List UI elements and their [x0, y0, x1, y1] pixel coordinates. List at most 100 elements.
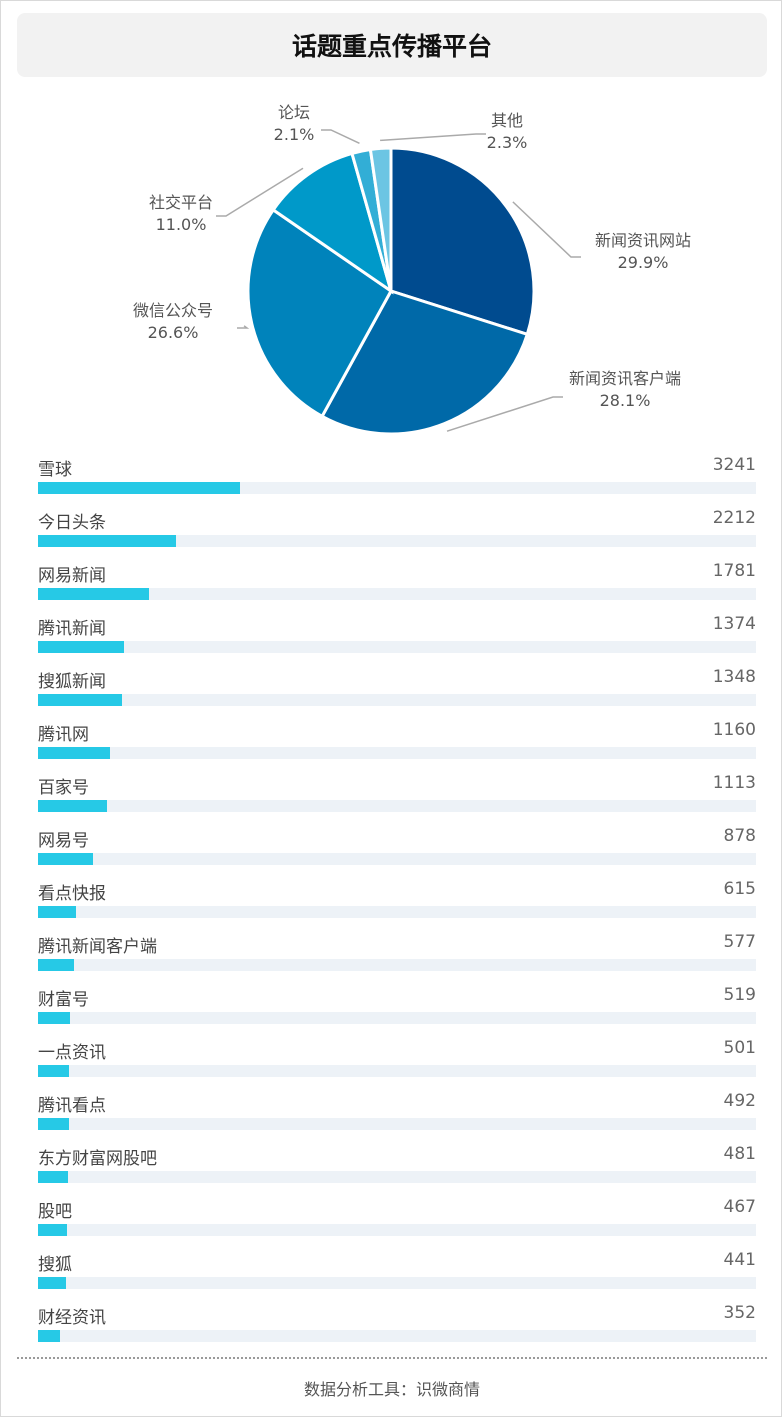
bar-track — [38, 747, 756, 759]
bar-value-label: 1113 — [712, 773, 756, 793]
bar-value-label: 3241 — [712, 455, 756, 475]
bar-category-label: 东方财富网股吧 — [38, 1149, 157, 1169]
bar-fill — [38, 1118, 69, 1130]
bar-value-label: 577 — [723, 932, 756, 952]
bar-track — [38, 959, 756, 971]
bar-fill — [38, 694, 123, 706]
bar-category-label: 搜狐 — [38, 1255, 72, 1275]
bar-fill — [38, 641, 124, 653]
bar-row: 网易新闻 1781 — [38, 557, 756, 610]
bar-category-label: 腾讯新闻 — [38, 619, 106, 639]
bar-track — [38, 535, 756, 547]
bar-category-label: 股吧 — [38, 1202, 72, 1222]
bar-fill — [38, 800, 108, 812]
pie-slice-value: 2.1% — [274, 125, 315, 144]
bar-category-label: 腾讯新闻客户端 — [38, 937, 157, 957]
bar-value-label: 615 — [723, 879, 756, 899]
bar-value-label: 441 — [723, 1250, 756, 1270]
pie-leader-line — [321, 129, 360, 145]
bar-row: 搜狐新闻 1348 — [38, 663, 756, 716]
bar-row: 东方财富网股吧 481 — [38, 1140, 756, 1193]
bar-category-label: 看点快报 — [38, 884, 106, 904]
bar-row: 股吧 467 — [38, 1193, 756, 1246]
bar-chart: 雪球 3241 今日头条 2212 网易新闻 1781 腾讯新闻 1374 搜狐新闻 1348 腾讯… — [38, 451, 756, 1352]
pie-leader-line — [512, 201, 581, 258]
footer-text: 数据分析工具：识微商情 — [303, 1380, 480, 1399]
pie-slice — [368, 146, 393, 292]
bar-category-label: 腾讯网 — [38, 725, 89, 745]
bar-row: 腾讯新闻客户端 577 — [38, 928, 756, 981]
bar-row: 一点资讯 501 — [38, 1034, 756, 1087]
pie-leader-line — [380, 133, 486, 142]
bar-fill — [38, 853, 93, 865]
bar-fill — [38, 959, 75, 971]
page-title: 话题重点传播平台 — [17, 13, 767, 77]
bar-value-label: 501 — [723, 1038, 756, 1058]
pie-leader-line — [446, 396, 563, 432]
bar-track — [38, 800, 756, 812]
bar-fill — [38, 1171, 69, 1183]
bar-fill — [38, 1012, 71, 1024]
pie-leader-line — [216, 167, 304, 217]
bar-value-label: 467 — [723, 1197, 756, 1217]
bar-value-label: 492 — [723, 1091, 756, 1111]
pie-slice — [389, 146, 536, 337]
bar-track — [38, 482, 756, 494]
pie-leader-line — [237, 325, 250, 329]
bar-value-label: 352 — [723, 1303, 756, 1323]
bar-fill — [38, 747, 111, 759]
bar-row: 网易号 878 — [38, 822, 756, 875]
bar-fill — [38, 1330, 60, 1342]
bar-fill — [38, 588, 150, 600]
bar-value-label: 1781 — [712, 561, 756, 581]
bar-category-label: 网易新闻 — [38, 566, 106, 586]
bar-category-label: 搜狐新闻 — [38, 672, 106, 692]
bar-value-label: 1374 — [712, 614, 756, 634]
pie-slice-label: 论坛 — [278, 103, 310, 122]
bar-row: 雪球 3241 — [38, 451, 756, 504]
bar-track — [38, 1277, 756, 1289]
bar-track — [38, 641, 756, 653]
pie-slice-label: 其他 — [491, 111, 523, 130]
bar-row: 搜狐 441 — [38, 1246, 756, 1299]
pie-slice — [320, 289, 530, 436]
bar-row: 腾讯新闻 1374 — [38, 610, 756, 663]
bar-value-label: 481 — [723, 1144, 756, 1164]
bar-category-label: 雪球 — [38, 460, 72, 480]
bar-category-label: 财富号 — [38, 990, 89, 1010]
bar-track — [38, 1171, 756, 1183]
bar-category-label: 今日头条 — [38, 513, 106, 533]
bar-track — [38, 1065, 756, 1077]
pie-chart: 新闻资讯网站 29.9% 新闻资讯客户端 28.1% 微信公众号 26.6% 社交平台 11.… — [133, 103, 691, 436]
pie-slice-value: 28.1% — [600, 391, 651, 410]
bar-row: 看点快报 615 — [38, 875, 756, 928]
bar-category-label: 网易号 — [38, 831, 89, 851]
bar-row: 百家号 1113 — [38, 769, 756, 822]
bar-row: 腾讯网 1160 — [38, 716, 756, 769]
pie-slice-label: 社交平台 — [149, 193, 213, 212]
bar-track — [38, 694, 756, 706]
bar-track — [38, 906, 756, 918]
bar-row: 今日头条 2212 — [38, 504, 756, 557]
pie-slice — [246, 207, 393, 419]
bar-value-label: 878 — [723, 826, 756, 846]
bar-row: 腾讯看点 492 — [38, 1087, 756, 1140]
bar-fill — [38, 535, 177, 547]
bar-fill — [38, 906, 77, 918]
bar-track — [38, 1012, 756, 1024]
bar-fill — [38, 1065, 70, 1077]
bar-track — [38, 588, 756, 600]
bar-value-label: 519 — [723, 985, 756, 1005]
bar-track — [38, 1330, 756, 1342]
pie-slice-value: 26.6% — [148, 323, 199, 342]
pie-slice-label: 微信公众号 — [133, 301, 213, 320]
pie-slice-label: 新闻资讯网站 — [595, 231, 691, 250]
bar-track — [38, 1224, 756, 1236]
bar-value-label: 2212 — [712, 508, 756, 528]
pie-slice-value: 29.9% — [618, 253, 669, 272]
bar-track — [38, 853, 756, 865]
bar-fill — [38, 1277, 66, 1289]
bar-category-label: 腾讯看点 — [38, 1096, 106, 1116]
bar-fill — [38, 1224, 68, 1236]
pie-slice-value: 2.3% — [487, 133, 528, 152]
